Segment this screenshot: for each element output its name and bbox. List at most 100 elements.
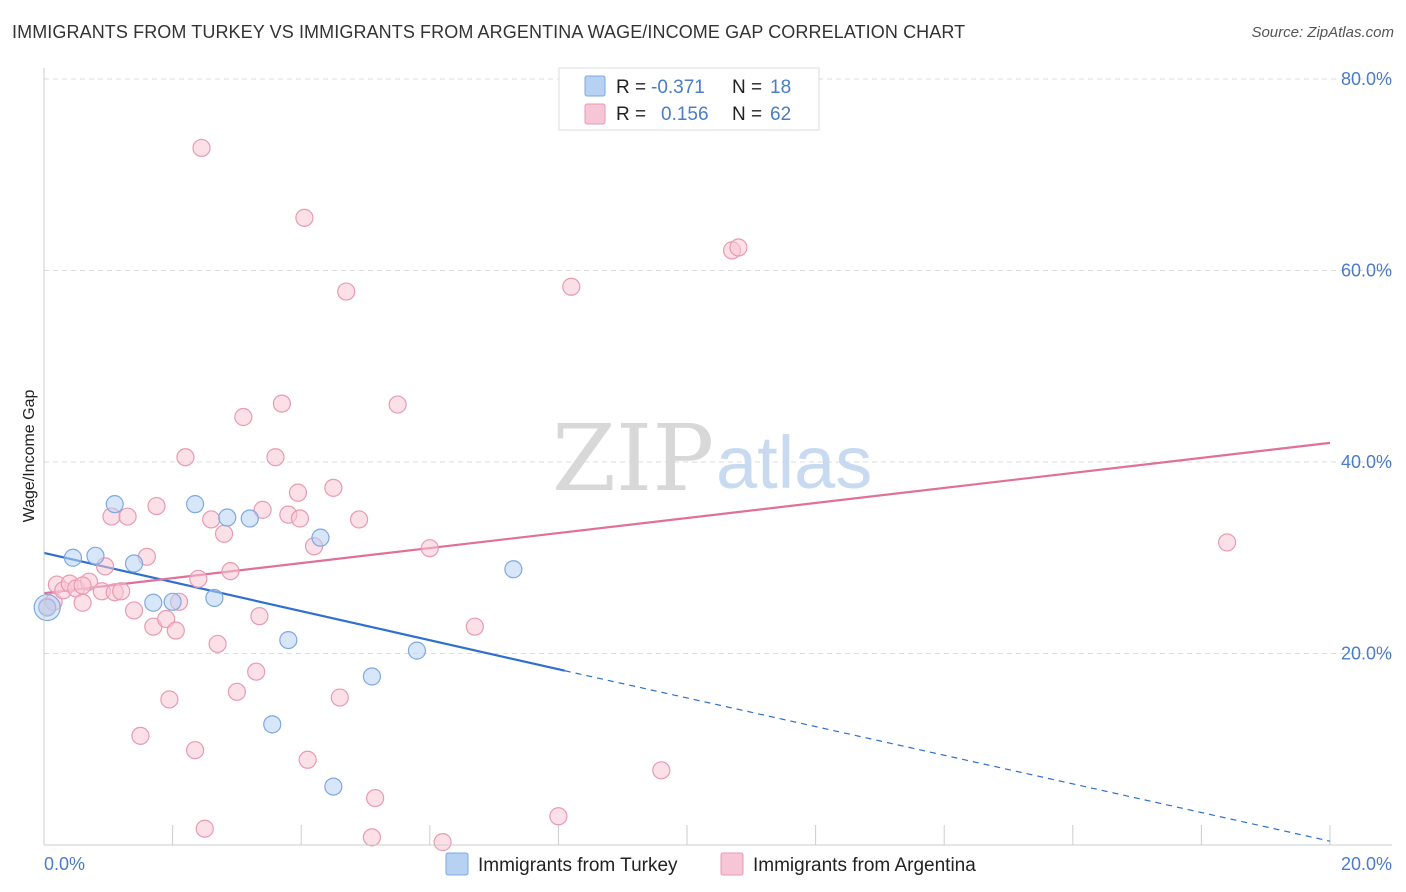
argentina-point-57: [652, 761, 671, 780]
bottom-legend-label-argentina: Immigrants from Argentina: [753, 855, 976, 876]
turkey-point-2: [86, 546, 105, 565]
legend-n-label-turkey: N =: [732, 77, 762, 98]
argentina-point-53: [433, 833, 452, 852]
turkey-trendline-solid: [43, 551, 566, 672]
correlation-legend: R = -0.371 N = 18 R = 0.156 N = 62: [558, 67, 820, 131]
argentina-point-40: [288, 483, 308, 502]
argentina-point-59: [729, 238, 748, 257]
argentina-point-27: [195, 819, 214, 838]
legend-n-value-turkey: 18: [770, 77, 791, 98]
watermark-atlas: atlas: [716, 421, 872, 504]
y-axis-label: Wage/Income Gap: [21, 390, 38, 523]
argentina-point-45: [324, 478, 343, 497]
argentina-point-61: [73, 576, 92, 595]
argentina-point-24: [186, 741, 205, 760]
argentina-point-50: [366, 788, 385, 808]
argentina-point-43: [298, 750, 317, 769]
argentina-trendline: [43, 441, 1331, 595]
argentina-point-13: [118, 507, 137, 526]
turkey-trendline: [43, 551, 1331, 842]
legend-r-value-argentina: 0.156: [661, 104, 709, 125]
argentina-point-56: [562, 277, 581, 296]
argentina-point-38: [272, 394, 292, 413]
argentina-point-37: [266, 448, 285, 467]
y-tick-label-1: 40.0%: [1341, 452, 1392, 472]
turkey-point-10: [240, 509, 259, 528]
argentina-point-46: [330, 688, 349, 707]
argentina-point-35: [250, 607, 269, 626]
legend-r-label-argentina: R =: [616, 104, 646, 125]
series-legend: Immigrants from Turkey Immigrants from A…: [445, 852, 976, 876]
y-tick-label-0: 20.0%: [1341, 644, 1392, 664]
argentina-point-34: [247, 662, 266, 681]
gridlines: [44, 78, 1392, 654]
x-tick-labels: 0.0% 20.0%: [44, 854, 1392, 874]
argentina-point-18: [147, 496, 166, 516]
bottom-legend-swatch-argentina: [720, 852, 744, 876]
argentina-point-41: [290, 509, 310, 528]
source-label: Source: ZipAtlas.com: [1251, 24, 1394, 41]
x-tick-label-1: 20.0%: [1341, 854, 1392, 874]
argentina-point-60: [1218, 533, 1237, 552]
turkey-point-17: [504, 560, 523, 579]
argentina-point-48: [349, 510, 369, 529]
argentina-point-20: [160, 690, 179, 709]
argentina-point-21: [166, 621, 185, 640]
x-tick-marks: [43, 825, 1331, 845]
argentina-point-28: [202, 510, 221, 529]
argentina-point-30: [214, 524, 234, 543]
legend-r-label-turkey: R =: [616, 77, 646, 98]
bottom-legend-label-turkey: Immigrants from Turkey: [478, 855, 678, 876]
turkey-point-15: [362, 667, 382, 686]
argentina-point-26: [192, 138, 211, 158]
turkey-trendline-dashed: [564, 670, 1331, 842]
turkey-point-16: [407, 641, 427, 660]
turkey-point-14: [324, 777, 343, 796]
turkey-point-8: [205, 588, 224, 608]
legend-swatch-turkey: [584, 75, 606, 97]
argentina-point-54: [465, 617, 484, 636]
argentina-point-33: [234, 407, 253, 427]
turkey-point-cluster: [33, 593, 61, 622]
argentina-point-49: [362, 828, 382, 847]
turkey-point-13: [311, 528, 330, 547]
turkey-point-5: [144, 593, 163, 612]
argentina-point-14: [124, 601, 144, 620]
argentina-point-31: [221, 562, 240, 581]
argentina-point-23: [176, 448, 195, 467]
legend-r-value-turkey: -0.371: [651, 77, 705, 98]
watermark-zip: ZIP: [552, 405, 714, 512]
argentina-point-25: [189, 569, 208, 588]
argentina-point-32: [227, 682, 246, 701]
y-tick-labels: 20.0% 40.0% 60.0% 80.0%: [1341, 69, 1392, 664]
argentina-point-29: [208, 634, 227, 654]
argentina-point-47: [337, 282, 356, 301]
argentina-point-42: [295, 208, 314, 227]
argentina-point-12: [112, 582, 131, 601]
turkey-point-0: [38, 598, 57, 617]
argentina-point-55: [549, 807, 568, 826]
turkey-point-1: [63, 548, 83, 567]
legend-n-value-argentina: 62: [770, 104, 791, 125]
argentina-point-15: [131, 726, 150, 745]
turkey-point-11: [263, 715, 282, 734]
turkey-point-7: [186, 495, 205, 514]
argentina-point-51: [388, 395, 407, 414]
y-tick-label-3: 80.0%: [1341, 69, 1392, 89]
y-tick-label-2: 60.0%: [1341, 261, 1392, 281]
turkey-point-6: [163, 592, 182, 611]
data-points: [33, 138, 1237, 852]
chart-title: IMMIGRANTS FROM TURKEY VS IMMIGRANTS FRO…: [12, 22, 966, 42]
turkey-point-12: [279, 630, 298, 650]
argentina-point-52: [420, 539, 439, 558]
legend-n-label-argentina: N =: [732, 104, 762, 125]
argentina-point-36: [253, 500, 272, 519]
x-tick-label-0: 0.0%: [44, 854, 85, 874]
legend-swatch-argentina: [584, 103, 606, 125]
bottom-legend-swatch-turkey: [445, 852, 469, 876]
turkey-point-4: [124, 554, 144, 573]
turkey-point-9: [218, 508, 237, 527]
turkey-point-3: [105, 495, 124, 514]
argentina-point-6: [73, 593, 92, 612]
